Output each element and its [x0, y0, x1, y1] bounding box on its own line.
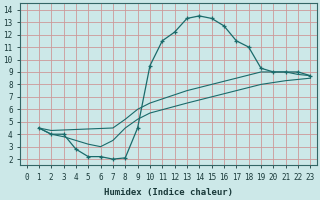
X-axis label: Humidex (Indice chaleur): Humidex (Indice chaleur): [104, 188, 233, 197]
